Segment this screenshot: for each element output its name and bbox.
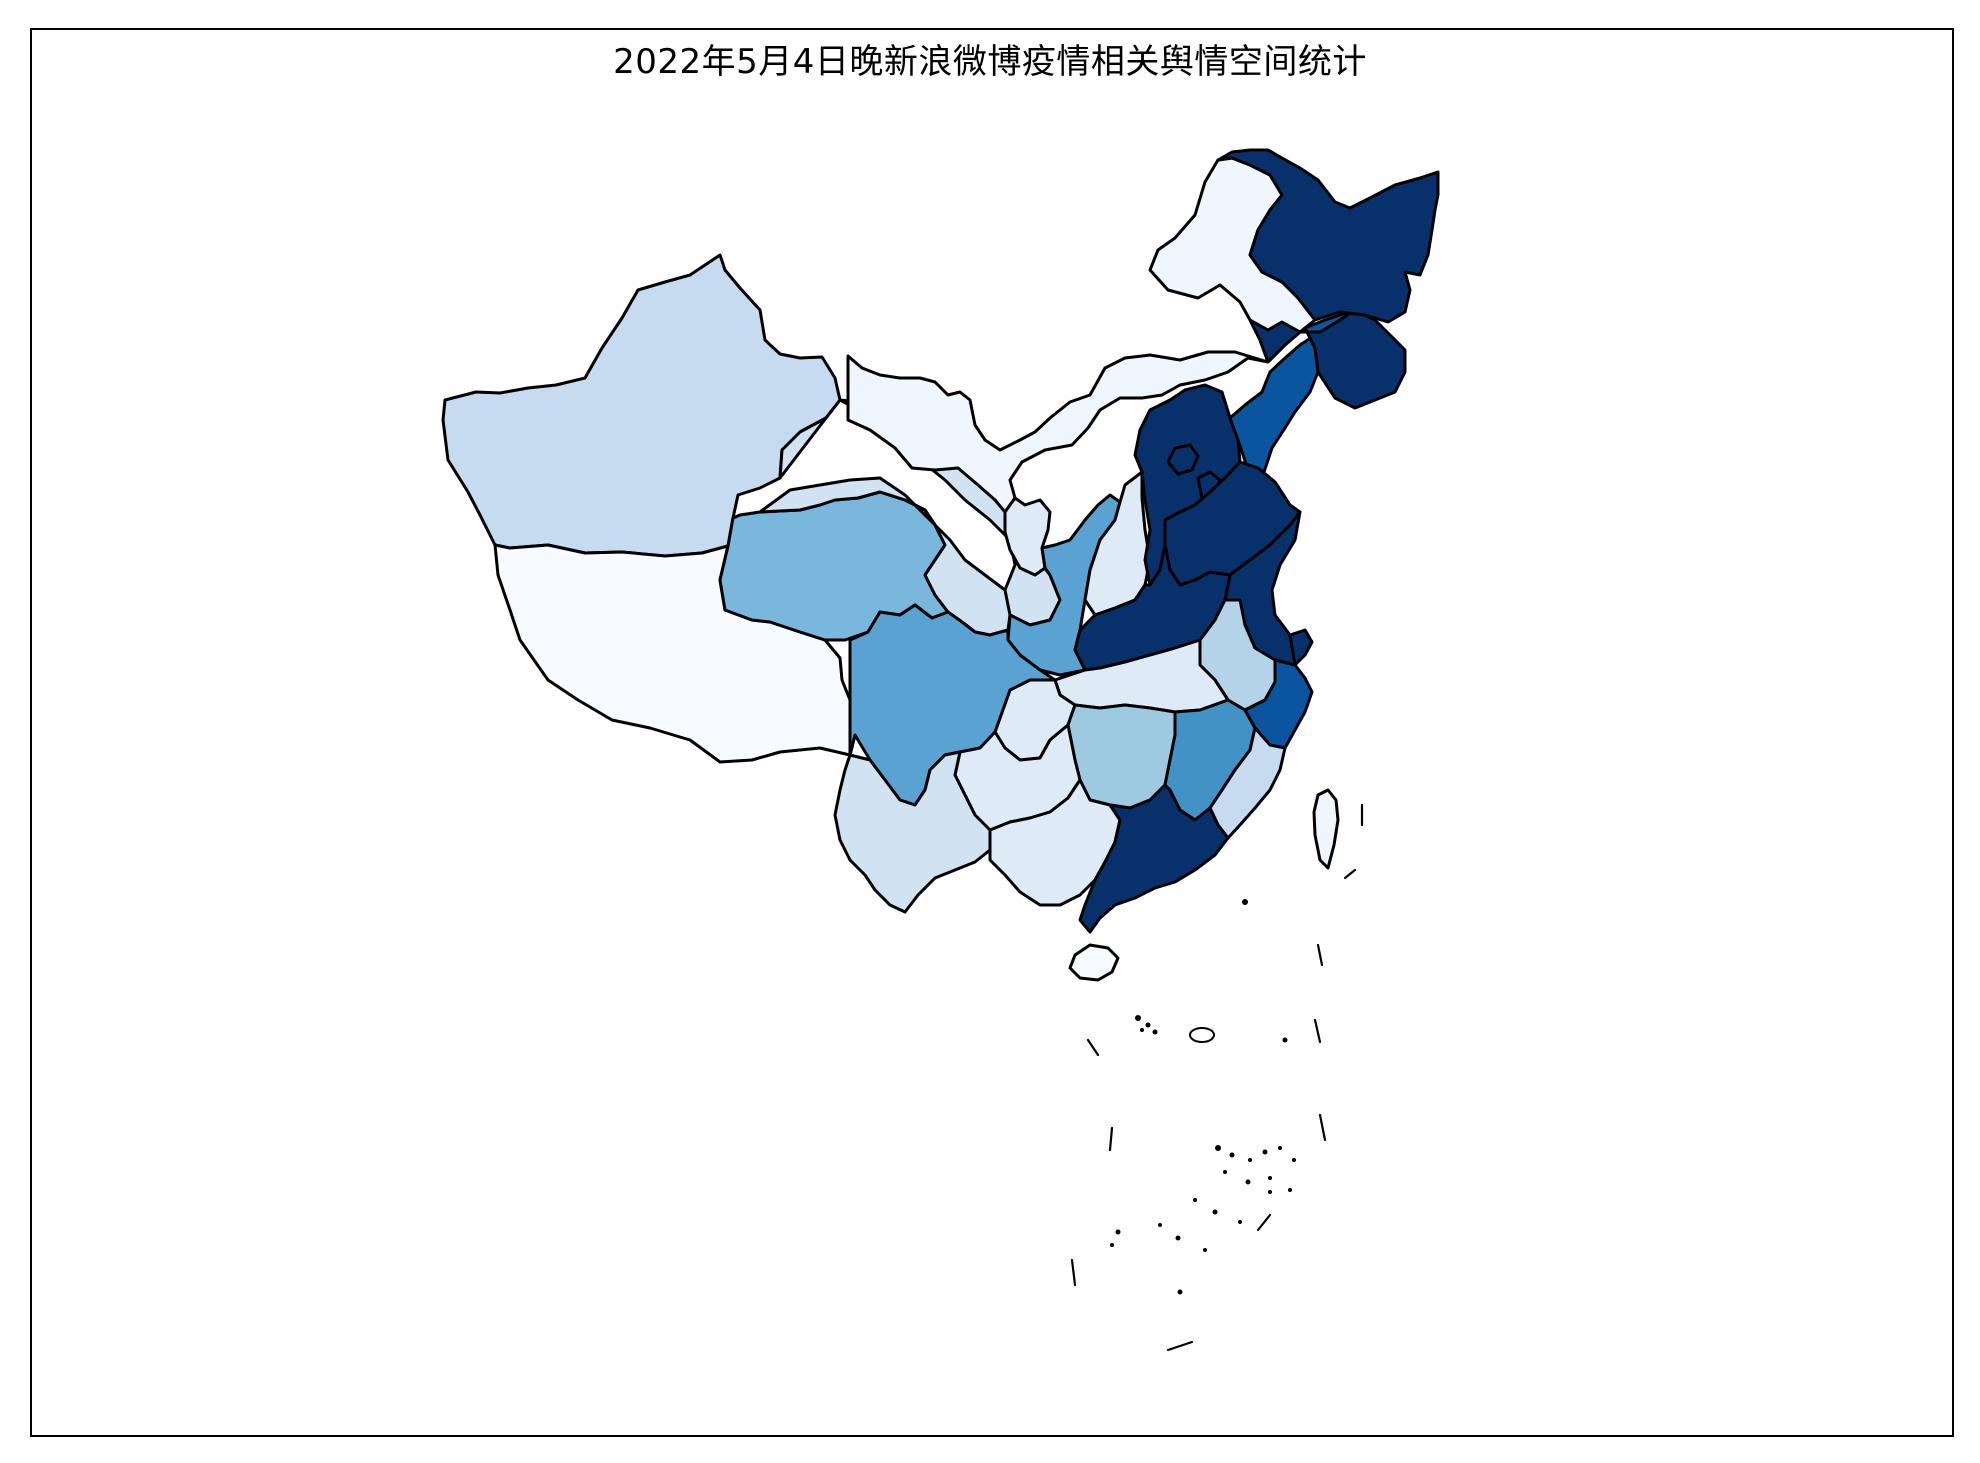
island-dot [1223, 1170, 1227, 1174]
map-frame [30, 28, 1954, 1437]
nine-dash-segment [1256, 1213, 1272, 1232]
region-beijing[interactable] [1166, 443, 1200, 476]
region-taiwan[interactable] [1312, 788, 1340, 870]
nine-dash-segment [1313, 1018, 1322, 1044]
island-dot [1193, 1198, 1197, 1202]
island-dot [1177, 1289, 1183, 1295]
island-dot [1262, 1149, 1268, 1155]
island-dot [1245, 1179, 1251, 1185]
nine-dash-segment [1318, 1113, 1327, 1142]
island-dot [1115, 1229, 1121, 1235]
region-jilin[interactable] [1248, 308, 1407, 410]
island-dot [1158, 1223, 1162, 1227]
island-dot [1248, 1158, 1252, 1162]
map-title: 2022年5月4日晚新浪微博疫情相关舆情空间统计 [613, 42, 1367, 82]
region-heilongjiang[interactable] [1216, 148, 1440, 324]
nine-dash-segment [1166, 1340, 1194, 1352]
region-hainan[interactable] [1068, 943, 1120, 982]
region-yunnan[interactable] [833, 750, 992, 914]
island-dot [1282, 1037, 1288, 1043]
south-china-sea-islands [1070, 803, 1364, 1352]
island-dot [1175, 1235, 1181, 1241]
nine-dash-segment [1086, 1038, 1100, 1057]
island-dot [1152, 1029, 1158, 1035]
island-dot [1229, 1152, 1235, 1158]
island-dot [1268, 1176, 1272, 1180]
region-guangdong[interactable] [1078, 783, 1230, 934]
island-dot [1135, 1015, 1141, 1021]
island-dot [1278, 1146, 1282, 1150]
island-dot [1238, 1220, 1242, 1224]
nine-dash-segment [1070, 1258, 1077, 1287]
island-dot [1212, 1209, 1218, 1215]
nine-dash-segment [1316, 943, 1324, 967]
nine-dash-segment [1108, 1126, 1114, 1152]
island-dot [1145, 1022, 1151, 1028]
island-dot [1292, 1158, 1296, 1162]
island-dot [1242, 899, 1248, 905]
island-dot [1268, 1190, 1272, 1194]
island-dot [1140, 1028, 1144, 1032]
island-dot [1110, 1243, 1114, 1247]
region-shanghai[interactable] [1288, 628, 1314, 667]
nine-dash-segment [1343, 868, 1357, 880]
island-dot [1215, 1145, 1221, 1151]
island-outline [1189, 1027, 1215, 1043]
island-dot [1288, 1188, 1292, 1192]
island-dot [1203, 1248, 1207, 1252]
region-liaoning[interactable] [1228, 308, 1357, 480]
